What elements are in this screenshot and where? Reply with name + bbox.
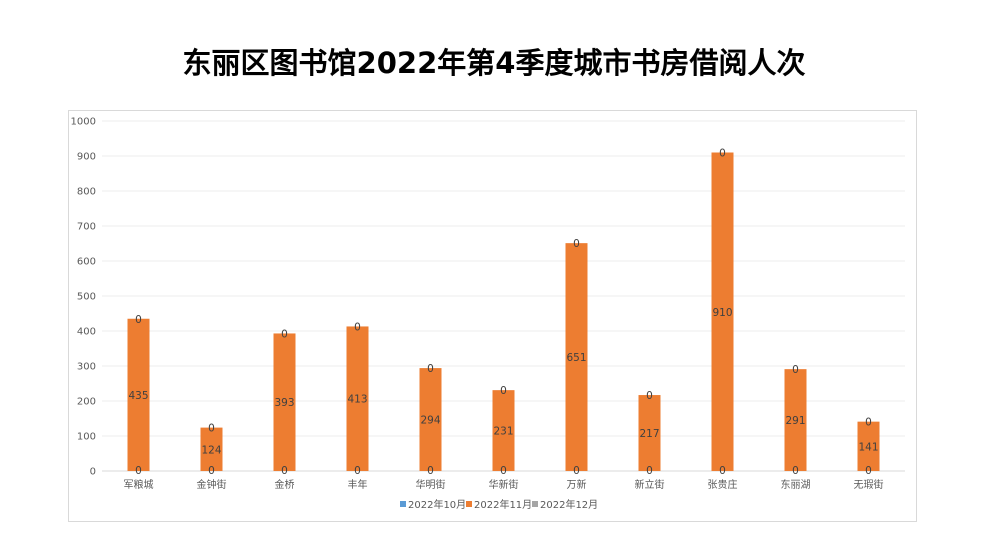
data-label: 0 bbox=[500, 465, 507, 477]
chart-frame bbox=[68, 110, 917, 522]
data-label: 294 bbox=[420, 415, 440, 427]
data-label: 0 bbox=[646, 465, 653, 477]
y-tick-label: 100 bbox=[77, 432, 96, 443]
data-label: 0 bbox=[792, 465, 799, 477]
data-label: 0 bbox=[500, 385, 507, 397]
legend-label: 2022年12月 bbox=[540, 498, 598, 511]
y-tick-label: 300 bbox=[77, 362, 96, 373]
data-label: 291 bbox=[785, 415, 805, 427]
bar bbox=[565, 243, 588, 471]
data-label: 0 bbox=[208, 465, 215, 477]
data-label: 0 bbox=[281, 465, 288, 477]
x-tick-label: 华明街 bbox=[416, 478, 446, 491]
data-label: 141 bbox=[858, 441, 878, 453]
bar bbox=[200, 427, 223, 471]
x-tick-label: 军粮城 bbox=[124, 478, 154, 491]
data-label: 231 bbox=[493, 426, 513, 438]
x-tick-label: 金桥 bbox=[275, 478, 295, 491]
y-tick-label: 700 bbox=[77, 222, 96, 233]
y-tick-label: 400 bbox=[77, 327, 96, 338]
bar bbox=[346, 326, 369, 471]
data-label: 0 bbox=[792, 364, 799, 376]
data-label: 910 bbox=[712, 307, 732, 319]
data-label: 0 bbox=[573, 238, 580, 250]
x-tick-label: 金钟街 bbox=[197, 478, 227, 491]
x-tick-label: 新立街 bbox=[635, 478, 665, 491]
data-label: 0 bbox=[208, 423, 215, 435]
bar bbox=[273, 333, 296, 471]
data-label: 0 bbox=[865, 465, 872, 477]
data-label: 0 bbox=[865, 417, 872, 429]
y-tick-label: 800 bbox=[77, 187, 96, 198]
data-label: 0 bbox=[354, 465, 361, 477]
y-tick-label: 900 bbox=[77, 152, 96, 163]
data-label: 651 bbox=[566, 352, 586, 364]
data-label: 124 bbox=[201, 444, 221, 456]
x-tick-label: 万新 bbox=[567, 478, 587, 491]
legend-swatch bbox=[532, 501, 538, 507]
bar bbox=[127, 318, 150, 471]
data-label: 0 bbox=[573, 465, 580, 477]
bar bbox=[711, 152, 734, 471]
bar bbox=[638, 395, 661, 471]
data-label: 0 bbox=[719, 148, 726, 160]
legend-swatch bbox=[400, 501, 406, 507]
data-label: 0 bbox=[135, 465, 142, 477]
data-label: 0 bbox=[427, 363, 434, 375]
data-label: 0 bbox=[427, 465, 434, 477]
y-tick-label: 200 bbox=[77, 397, 96, 408]
x-tick-label: 张贵庄 bbox=[708, 478, 738, 491]
data-label: 0 bbox=[281, 328, 288, 340]
x-tick-label: 东丽湖 bbox=[781, 478, 811, 491]
data-label: 217 bbox=[639, 428, 659, 440]
data-label: 0 bbox=[646, 390, 653, 402]
bar bbox=[492, 390, 515, 471]
data-label: 0 bbox=[135, 314, 142, 326]
data-label: 435 bbox=[128, 390, 148, 402]
y-tick-label: 1000 bbox=[71, 117, 96, 128]
bar bbox=[784, 369, 807, 471]
y-tick-label: 600 bbox=[77, 257, 96, 268]
x-tick-label: 无瑕街 bbox=[854, 478, 884, 491]
data-label: 413 bbox=[347, 394, 367, 406]
bar bbox=[419, 368, 442, 471]
legend-label: 2022年10月 bbox=[408, 498, 466, 511]
chart-title: 东丽区图书馆2022年第4季度城市书房借阅人次 bbox=[182, 46, 806, 80]
x-tick-label: 华新街 bbox=[489, 478, 519, 491]
y-tick-label: 500 bbox=[77, 292, 96, 303]
x-tick-label: 丰年 bbox=[348, 478, 368, 491]
legend-label: 2022年11月 bbox=[474, 498, 532, 511]
y-tick-label: 0 bbox=[90, 467, 96, 478]
data-label: 393 bbox=[274, 397, 294, 409]
data-label: 0 bbox=[719, 465, 726, 477]
legend-swatch bbox=[466, 501, 472, 507]
bar bbox=[857, 421, 880, 471]
data-label: 0 bbox=[354, 321, 361, 333]
